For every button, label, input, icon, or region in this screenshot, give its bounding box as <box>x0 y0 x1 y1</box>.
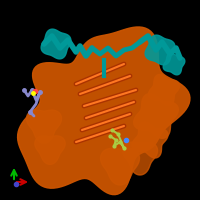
Polygon shape <box>41 29 71 59</box>
Polygon shape <box>148 74 180 106</box>
Polygon shape <box>35 136 65 164</box>
Polygon shape <box>26 110 62 143</box>
Polygon shape <box>132 122 168 158</box>
Polygon shape <box>122 142 158 175</box>
Polygon shape <box>145 35 175 65</box>
Polygon shape <box>134 94 178 138</box>
Polygon shape <box>18 27 190 195</box>
Polygon shape <box>163 53 185 75</box>
Polygon shape <box>101 148 139 185</box>
